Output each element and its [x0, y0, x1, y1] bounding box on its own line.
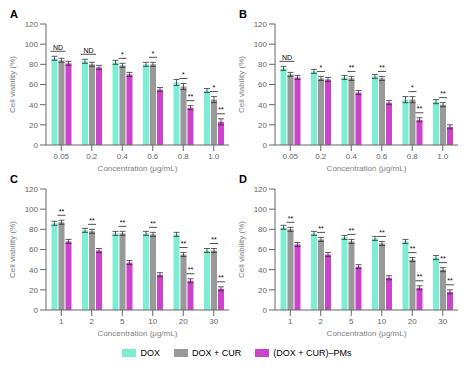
svg-text:40: 40 — [258, 101, 267, 110]
svg-text:40: 40 — [258, 266, 267, 275]
svg-text:Concentration (μg/mL): Concentration (μg/mL) — [98, 329, 178, 338]
svg-text:0: 0 — [34, 306, 39, 315]
svg-text:**: ** — [349, 64, 355, 71]
svg-text:**: ** — [447, 277, 453, 284]
svg-text:*: * — [121, 51, 124, 58]
svg-text:0.2: 0.2 — [86, 152, 98, 161]
svg-text:**: ** — [59, 208, 65, 215]
svg-text:**: ** — [417, 273, 423, 280]
svg-text:**: ** — [181, 240, 187, 247]
svg-text:80: 80 — [258, 225, 267, 234]
svg-text:*: * — [182, 71, 185, 78]
svg-text:0: 0 — [263, 141, 268, 150]
svg-text:Cell viability (%): Cell viability (%) — [237, 56, 246, 113]
svg-text:*: * — [213, 84, 216, 91]
svg-text:**: ** — [349, 227, 355, 234]
svg-text:Concentration (μg/mL): Concentration (μg/mL) — [327, 164, 407, 173]
svg-text:20: 20 — [258, 286, 267, 295]
svg-text:**: ** — [211, 236, 217, 243]
svg-text:0.8: 0.8 — [407, 152, 419, 161]
svg-text:80: 80 — [258, 60, 267, 69]
svg-text:**: ** — [188, 266, 194, 273]
svg-text:**: ** — [150, 220, 156, 227]
svg-text:20: 20 — [258, 121, 267, 130]
svg-text:Concentration (μg/mL): Concentration (μg/mL) — [98, 164, 178, 173]
svg-text:**: ** — [218, 106, 224, 113]
svg-text:ND: ND — [53, 44, 63, 51]
svg-text:**: ** — [417, 105, 423, 112]
svg-text:40: 40 — [29, 101, 38, 110]
svg-text:**: ** — [288, 215, 294, 222]
svg-text:100: 100 — [25, 40, 39, 49]
svg-text:0.05: 0.05 — [53, 152, 69, 161]
svg-text:*: * — [320, 64, 323, 71]
svg-text:Cell viability (%): Cell viability (%) — [237, 221, 246, 278]
svg-text:2: 2 — [90, 317, 95, 326]
svg-text:ND: ND — [282, 54, 292, 61]
svg-text:20: 20 — [179, 317, 188, 326]
html-text:B: B — [239, 8, 247, 20]
svg-text:**: ** — [218, 274, 224, 281]
svg-text:100: 100 — [254, 205, 268, 214]
svg-text:100: 100 — [254, 40, 268, 49]
svg-text:0.6: 0.6 — [376, 152, 388, 161]
svg-text:*: * — [411, 84, 414, 91]
html-text:D: D — [239, 173, 247, 185]
svg-text:5: 5 — [349, 317, 354, 326]
svg-text:**: ** — [440, 255, 446, 262]
svg-text:0: 0 — [34, 141, 39, 150]
html-text:DOX + CUR: DOX + CUR — [192, 348, 242, 358]
svg-text:**: ** — [188, 93, 194, 100]
svg-text:40: 40 — [29, 266, 38, 275]
html-text:A: A — [10, 8, 18, 20]
svg-text:0: 0 — [263, 306, 268, 315]
svg-text:1: 1 — [59, 317, 64, 326]
svg-text:120: 120 — [25, 20, 39, 29]
svg-text:120: 120 — [25, 185, 39, 194]
svg-text:1.0: 1.0 — [437, 152, 449, 161]
svg-text:1.0: 1.0 — [208, 152, 220, 161]
svg-text:20: 20 — [29, 121, 38, 130]
svg-text:20: 20 — [408, 317, 417, 326]
svg-text:0.4: 0.4 — [346, 152, 358, 161]
svg-text:Concentration (μg/mL): Concentration (μg/mL) — [327, 329, 407, 338]
svg-text:0.2: 0.2 — [315, 152, 327, 161]
svg-text:2: 2 — [319, 317, 324, 326]
svg-text:60: 60 — [258, 80, 267, 89]
svg-text:80: 80 — [29, 60, 38, 69]
svg-text:30: 30 — [438, 317, 447, 326]
svg-text:**: ** — [410, 245, 416, 252]
svg-text:**: ** — [120, 219, 126, 226]
svg-text:30: 30 — [209, 317, 218, 326]
svg-text:80: 80 — [29, 225, 38, 234]
svg-text:100: 100 — [25, 205, 39, 214]
svg-text:**: ** — [379, 64, 385, 71]
html-text:DOX: DOX — [140, 348, 160, 358]
svg-text:**: ** — [379, 229, 385, 236]
svg-text:0.6: 0.6 — [147, 152, 159, 161]
svg-text:60: 60 — [258, 245, 267, 254]
svg-text:ND: ND — [83, 47, 93, 54]
svg-text:**: ** — [89, 217, 95, 224]
svg-text:5: 5 — [120, 317, 125, 326]
svg-text:20: 20 — [29, 286, 38, 295]
svg-text:*: * — [152, 50, 155, 57]
html-text:C: C — [10, 173, 18, 185]
svg-text:10: 10 — [377, 317, 386, 326]
svg-text:Cell viability (%): Cell viability (%) — [8, 221, 17, 278]
svg-text:60: 60 — [29, 245, 38, 254]
html-text:(DOX + CUR)–PMs: (DOX + CUR)–PMs — [273, 348, 352, 358]
svg-text:120: 120 — [254, 20, 268, 29]
svg-text:0.05: 0.05 — [282, 152, 298, 161]
svg-text:0.8: 0.8 — [178, 152, 190, 161]
svg-text:Cell viability (%): Cell viability (%) — [8, 56, 17, 113]
svg-text:0.4: 0.4 — [117, 152, 129, 161]
svg-text:120: 120 — [254, 185, 268, 194]
svg-text:**: ** — [318, 225, 324, 232]
svg-text:1: 1 — [288, 317, 293, 326]
svg-text:60: 60 — [29, 80, 38, 89]
svg-text:**: ** — [440, 90, 446, 97]
svg-text:10: 10 — [148, 317, 157, 326]
